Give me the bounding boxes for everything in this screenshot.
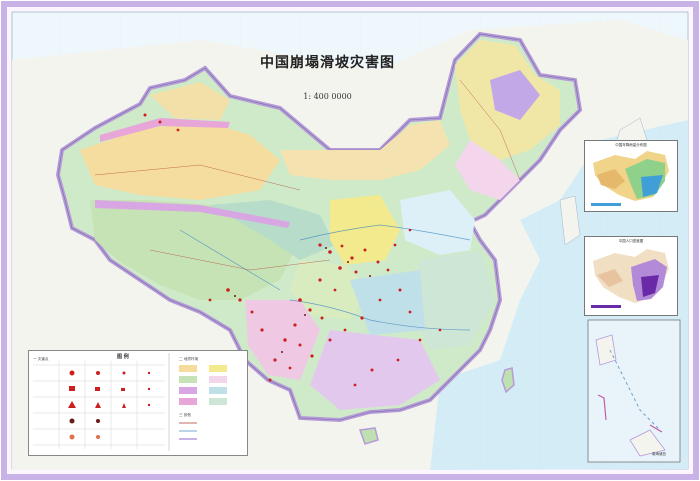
region-central xyxy=(350,270,425,335)
region-tarim-desert xyxy=(80,120,280,200)
inset-precipitation-caption: 中国年降雨量分布图 xyxy=(615,143,647,147)
hazard-points xyxy=(143,113,442,387)
region-loess xyxy=(330,195,400,265)
inset-population: 中国人口密度图 xyxy=(584,236,678,316)
legend: 图 例 一 灾害点 二 地质环境 三 其他 xyxy=(28,350,248,456)
region-tian-shan xyxy=(100,118,230,142)
legend-section-hazard: 一 灾害点 xyxy=(33,357,49,361)
legend-section-other: 三 其他 xyxy=(179,413,191,417)
map-scale: 1: 400 0000 xyxy=(303,92,352,101)
inset-precipitation: 中国年降雨量分布图 xyxy=(584,140,678,212)
island-taiwan xyxy=(501,367,515,394)
inset-south-china-sea-caption: 南海诸岛 xyxy=(652,452,666,456)
precipitation-map xyxy=(591,151,669,206)
rivers xyxy=(179,224,471,331)
fault-lines xyxy=(94,79,521,271)
region-dzungaria xyxy=(150,82,230,120)
region-kunlun xyxy=(95,200,290,228)
china-landmass xyxy=(55,31,583,423)
china-outline-inner xyxy=(57,33,581,421)
island-hainan xyxy=(358,427,379,445)
legend-title: 图 例 xyxy=(117,354,129,360)
region-east xyxy=(410,250,495,350)
region-ne-plain xyxy=(455,140,520,200)
legend-section-terrain: 二 地质环境 xyxy=(179,357,199,361)
inset-population-caption: 中国人口密度图 xyxy=(618,239,644,243)
region-sichuan xyxy=(290,260,370,320)
population-map xyxy=(591,249,669,308)
map-title: 中国崩塌滑坡灾害图 xyxy=(260,55,395,71)
region-gobi xyxy=(280,120,450,180)
region-ne-highlands xyxy=(490,70,540,120)
region-north-china xyxy=(400,190,475,255)
region-southwest xyxy=(245,300,320,380)
legend-symbols xyxy=(33,353,227,451)
hazard-points-dark xyxy=(234,247,371,353)
region-south xyxy=(310,330,440,410)
